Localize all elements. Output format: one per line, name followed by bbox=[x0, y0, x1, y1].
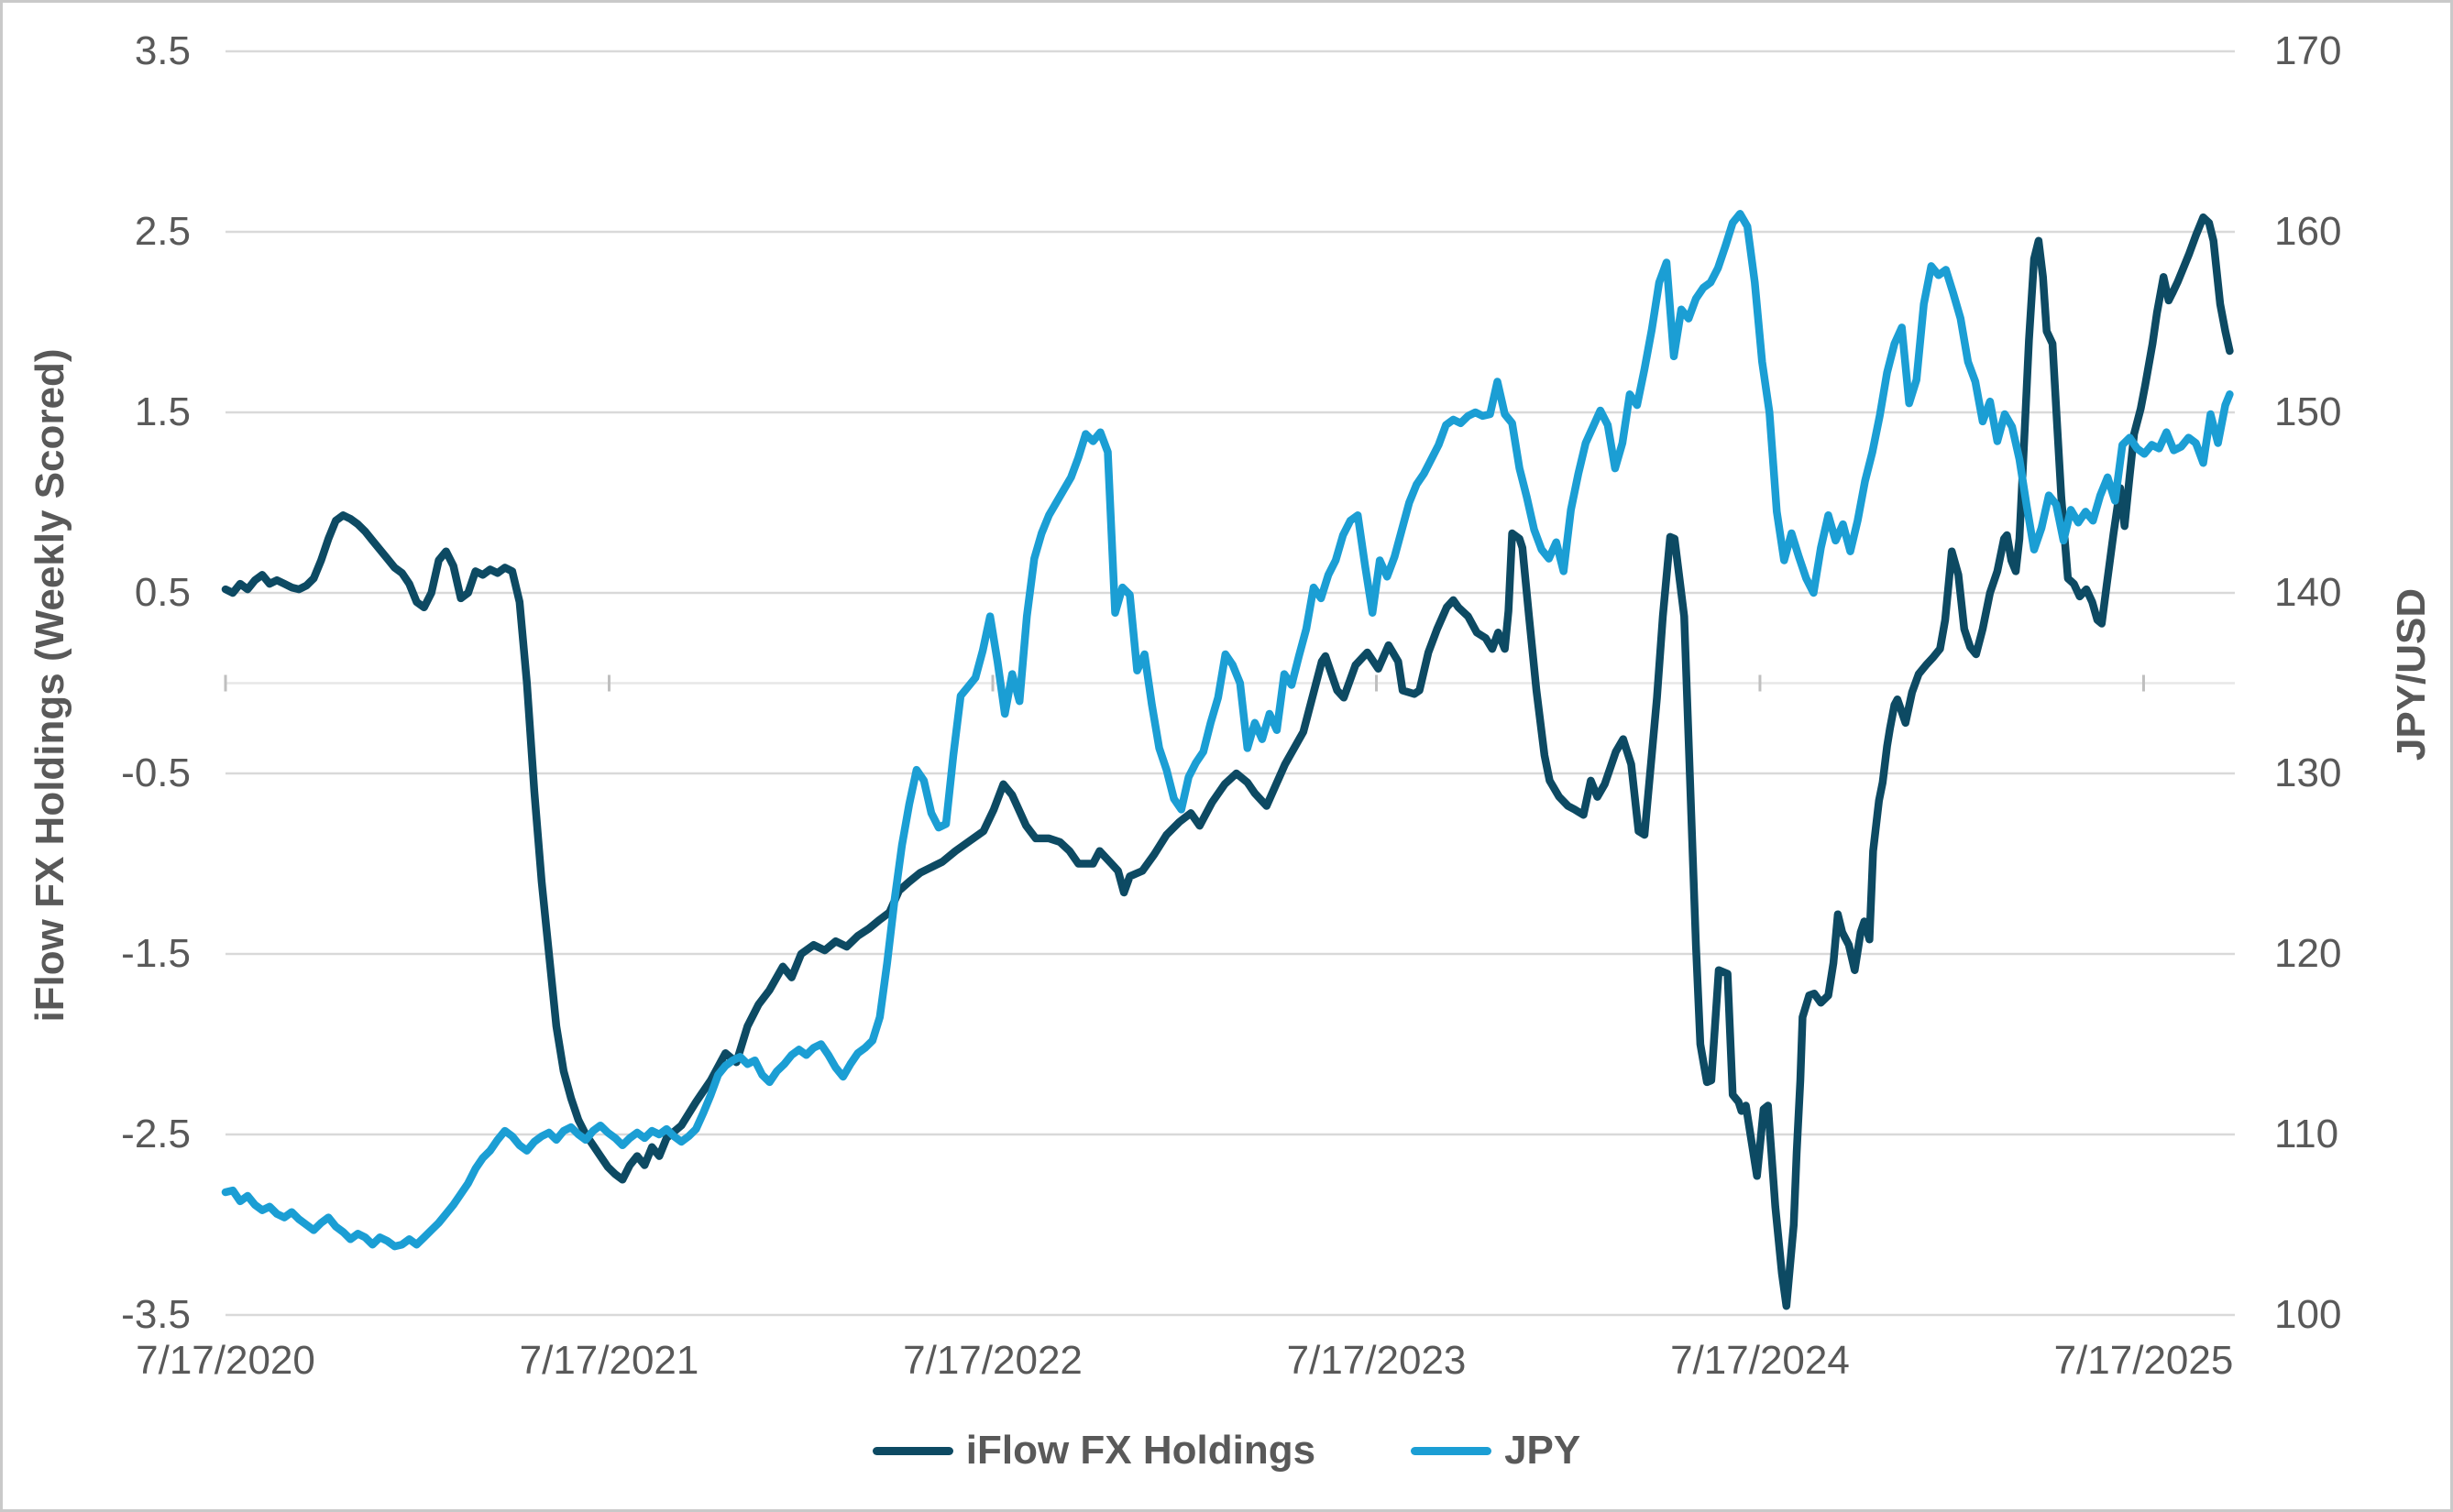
x-axis-tick: 7/17/2024 bbox=[1670, 1338, 1850, 1383]
left-axis-tick: 1.5 bbox=[134, 389, 191, 434]
x-axis-tick: 7/17/2023 bbox=[1286, 1338, 1467, 1383]
left-axis-tick: -2.5 bbox=[121, 1112, 191, 1156]
plot-area bbox=[221, 49, 2235, 1317]
left-axis-tick: -1.5 bbox=[121, 931, 191, 976]
series-line-jpy bbox=[221, 210, 2234, 1251]
right-axis-tick: 140 bbox=[2274, 570, 2342, 615]
x-axis-tick: 7/17/2025 bbox=[2053, 1338, 2234, 1383]
right-axis-tick: 150 bbox=[2274, 389, 2342, 434]
legend: iFlow FX Holdings JPY bbox=[3, 1429, 2450, 1473]
series-line-iflow-fx-holdings bbox=[221, 213, 2234, 1310]
left-axis-tick: 2.5 bbox=[134, 209, 191, 254]
left-axis-title: iFlow FX Holdings (Weekly Scored) bbox=[28, 348, 72, 1023]
right-axis-tick: 110 bbox=[2274, 1112, 2339, 1156]
legend-swatch-jpy bbox=[1411, 1446, 1492, 1455]
left-axis-tick: 3.5 bbox=[134, 28, 191, 73]
left-axis-tick: 0.5 bbox=[134, 570, 191, 615]
left-axis-tick: -0.5 bbox=[121, 751, 191, 795]
legend-item-iflow-fx-holdings: iFlow FX Holdings bbox=[872, 1428, 1316, 1473]
right-axis-tick: 120 bbox=[2274, 931, 2342, 976]
left-axis-tick: -3.5 bbox=[121, 1292, 191, 1337]
right-axis-title: JPY/USD bbox=[2389, 587, 2434, 761]
right-axis-tick: 130 bbox=[2274, 751, 2342, 795]
right-axis-tick: 160 bbox=[2274, 209, 2342, 254]
legend-label-jpy: JPY bbox=[1504, 1428, 1581, 1473]
legend-item-jpy: JPY bbox=[1411, 1429, 1580, 1473]
x-axis-tick: 7/17/2020 bbox=[136, 1338, 315, 1383]
legend-label-iflow-fx-holdings: iFlow FX Holdings bbox=[965, 1428, 1316, 1473]
right-axis-tick: 100 bbox=[2274, 1292, 2342, 1337]
legend-swatch-iflow-fx-holdings bbox=[872, 1446, 953, 1455]
x-axis-tick: 7/17/2022 bbox=[903, 1338, 1083, 1383]
x-axis-tick: 7/17/2021 bbox=[519, 1338, 699, 1383]
right-axis-tick: 170 bbox=[2274, 28, 2342, 73]
